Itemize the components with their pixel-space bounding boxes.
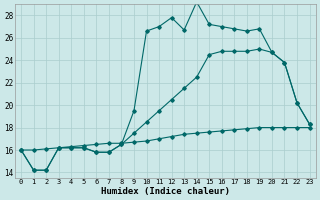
X-axis label: Humidex (Indice chaleur): Humidex (Indice chaleur) [101,187,230,196]
